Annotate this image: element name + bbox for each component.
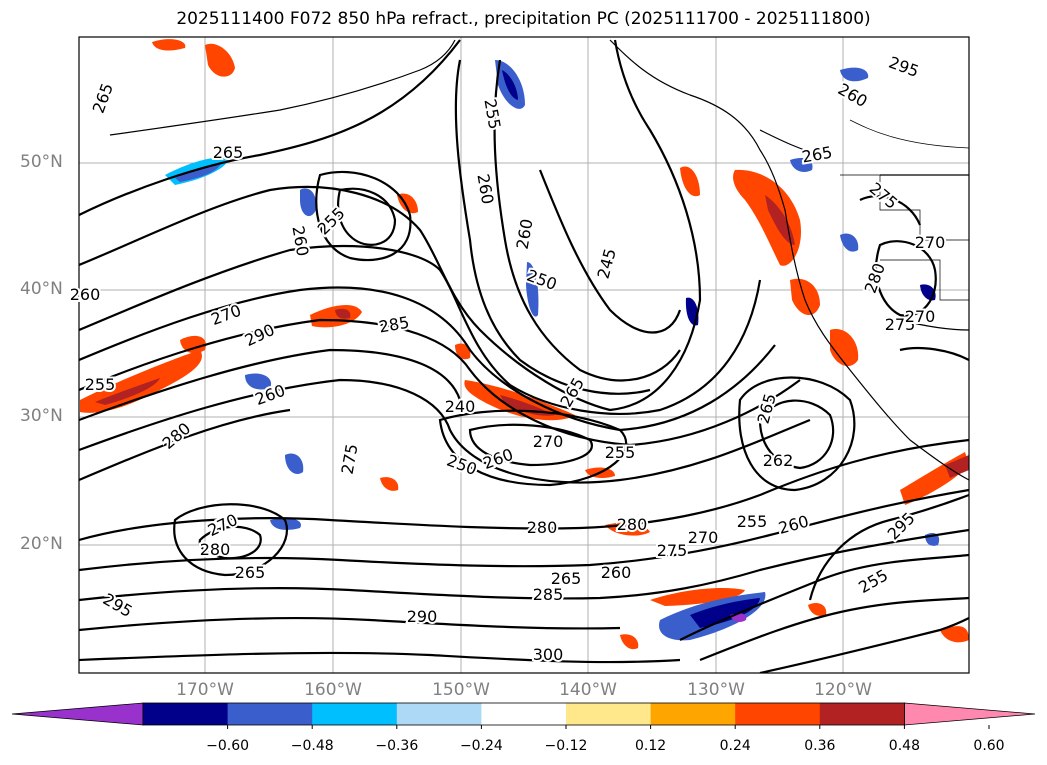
lon-label-140w: 140°W	[559, 680, 617, 700]
contour-label-halo: 255	[737, 512, 768, 531]
colorbar-tick-label: 0.24	[719, 738, 751, 754]
colorbar-segment	[481, 703, 567, 725]
colorbar-tick-label: −0.36	[375, 738, 419, 754]
contour-label-halo: 240	[445, 397, 476, 416]
contour-label: 265	[551, 569, 582, 588]
lon-label-170w: 170°W	[176, 680, 234, 700]
contour-label: 255	[605, 443, 636, 462]
colorbar-segment	[227, 703, 313, 725]
contour-label: 270	[915, 233, 946, 252]
lon-label-160w: 160°W	[304, 680, 362, 700]
contour-label-halo: 280	[200, 540, 231, 559]
precip-shading	[80, 39, 969, 650]
contour-label-halo: 270	[915, 233, 946, 252]
refractivity-contours	[79, 39, 969, 673]
map-frame	[78, 36, 970, 674]
contour-label-halo: 260	[601, 563, 632, 582]
contour-label-halo: 260	[70, 285, 101, 304]
colorbar-tick-label: 0.36	[804, 738, 836, 754]
contour-label-halo: 270	[905, 307, 936, 326]
colorbar-extend-low	[11, 702, 144, 726]
contour-label: 280	[527, 518, 558, 537]
colorbar-tick-label: 0.60	[973, 738, 1005, 754]
contour-label: 265	[235, 563, 266, 582]
colorbar-segment	[650, 703, 736, 725]
lon-label-120w: 120°W	[814, 680, 872, 700]
contour-label: 285	[533, 585, 564, 604]
contour-label: 275	[885, 315, 916, 334]
lon-label-130w: 130°W	[687, 680, 745, 700]
colorbar-segment	[143, 703, 229, 725]
colorbar-segment	[312, 703, 398, 725]
colorbar-tick-label: −0.48	[290, 738, 334, 754]
contour-label: 290	[407, 607, 438, 626]
contour-label: 270	[533, 432, 564, 451]
lat-label-40n: 40°N	[20, 279, 63, 299]
colorbar-segment	[735, 703, 821, 725]
colorbar-tick-label: −0.60	[206, 738, 250, 754]
boundaries	[840, 119, 969, 301]
contour-label: 240	[445, 397, 476, 416]
contour-label: 265	[213, 143, 244, 162]
contour-label-halo: 262	[763, 451, 794, 470]
contour-label-halo: 290	[407, 607, 438, 626]
contour-label: 280	[617, 515, 648, 534]
contour-label: 275	[657, 541, 688, 560]
contour-label: 262	[763, 451, 794, 470]
lat-label-20n: 20°N	[20, 534, 63, 554]
colorbar-extend-high	[904, 702, 1036, 726]
contour-label: 260	[601, 563, 632, 582]
map-title: 2025111400 F072 850 hPa refract., precip…	[176, 9, 871, 29]
contour-label-halo: 255	[85, 375, 116, 394]
colorbar-segment	[566, 703, 652, 725]
lon-label-150w: 150°W	[432, 680, 490, 700]
contour-label-halo: 285	[533, 585, 564, 604]
contour-label-halo: 275	[657, 541, 688, 560]
colorbar-tick-label: 0.48	[888, 738, 920, 754]
contour-label-halo: 280	[527, 518, 558, 537]
contour-label-halo: 270	[533, 432, 564, 451]
contour-label: 270	[905, 307, 936, 326]
colorbar-segment	[396, 703, 482, 725]
contour-label-halo: 275	[885, 315, 916, 334]
contour-label-halo: 270	[688, 528, 719, 547]
contour-label: 280	[200, 540, 231, 559]
contour-label: 270	[688, 528, 719, 547]
contour-label-halo: 265	[235, 563, 266, 582]
contour-label-halo: 300	[533, 645, 564, 664]
lat-label-50n: 50°N	[20, 152, 63, 172]
colorbar-tick-label: 0.12	[635, 738, 667, 754]
contour-label-halo: 255	[605, 443, 636, 462]
contour-label: 300	[533, 645, 564, 664]
contour-label-halo: 265	[551, 569, 582, 588]
contour-label: 255	[737, 512, 768, 531]
contour-label-halo: 265	[213, 143, 244, 162]
colorbar-segment	[819, 703, 905, 725]
contour-label-halo: 280	[617, 515, 648, 534]
colorbar-tick-label: −0.24	[459, 738, 503, 754]
lat-label-30n: 30°N	[20, 406, 63, 426]
contour-label: 260	[70, 285, 101, 304]
colorbar-outline	[142, 702, 905, 726]
contour-label: 255	[85, 375, 116, 394]
colorbar-tick-label: −0.12	[544, 738, 588, 754]
coastlines	[109, 39, 969, 481]
